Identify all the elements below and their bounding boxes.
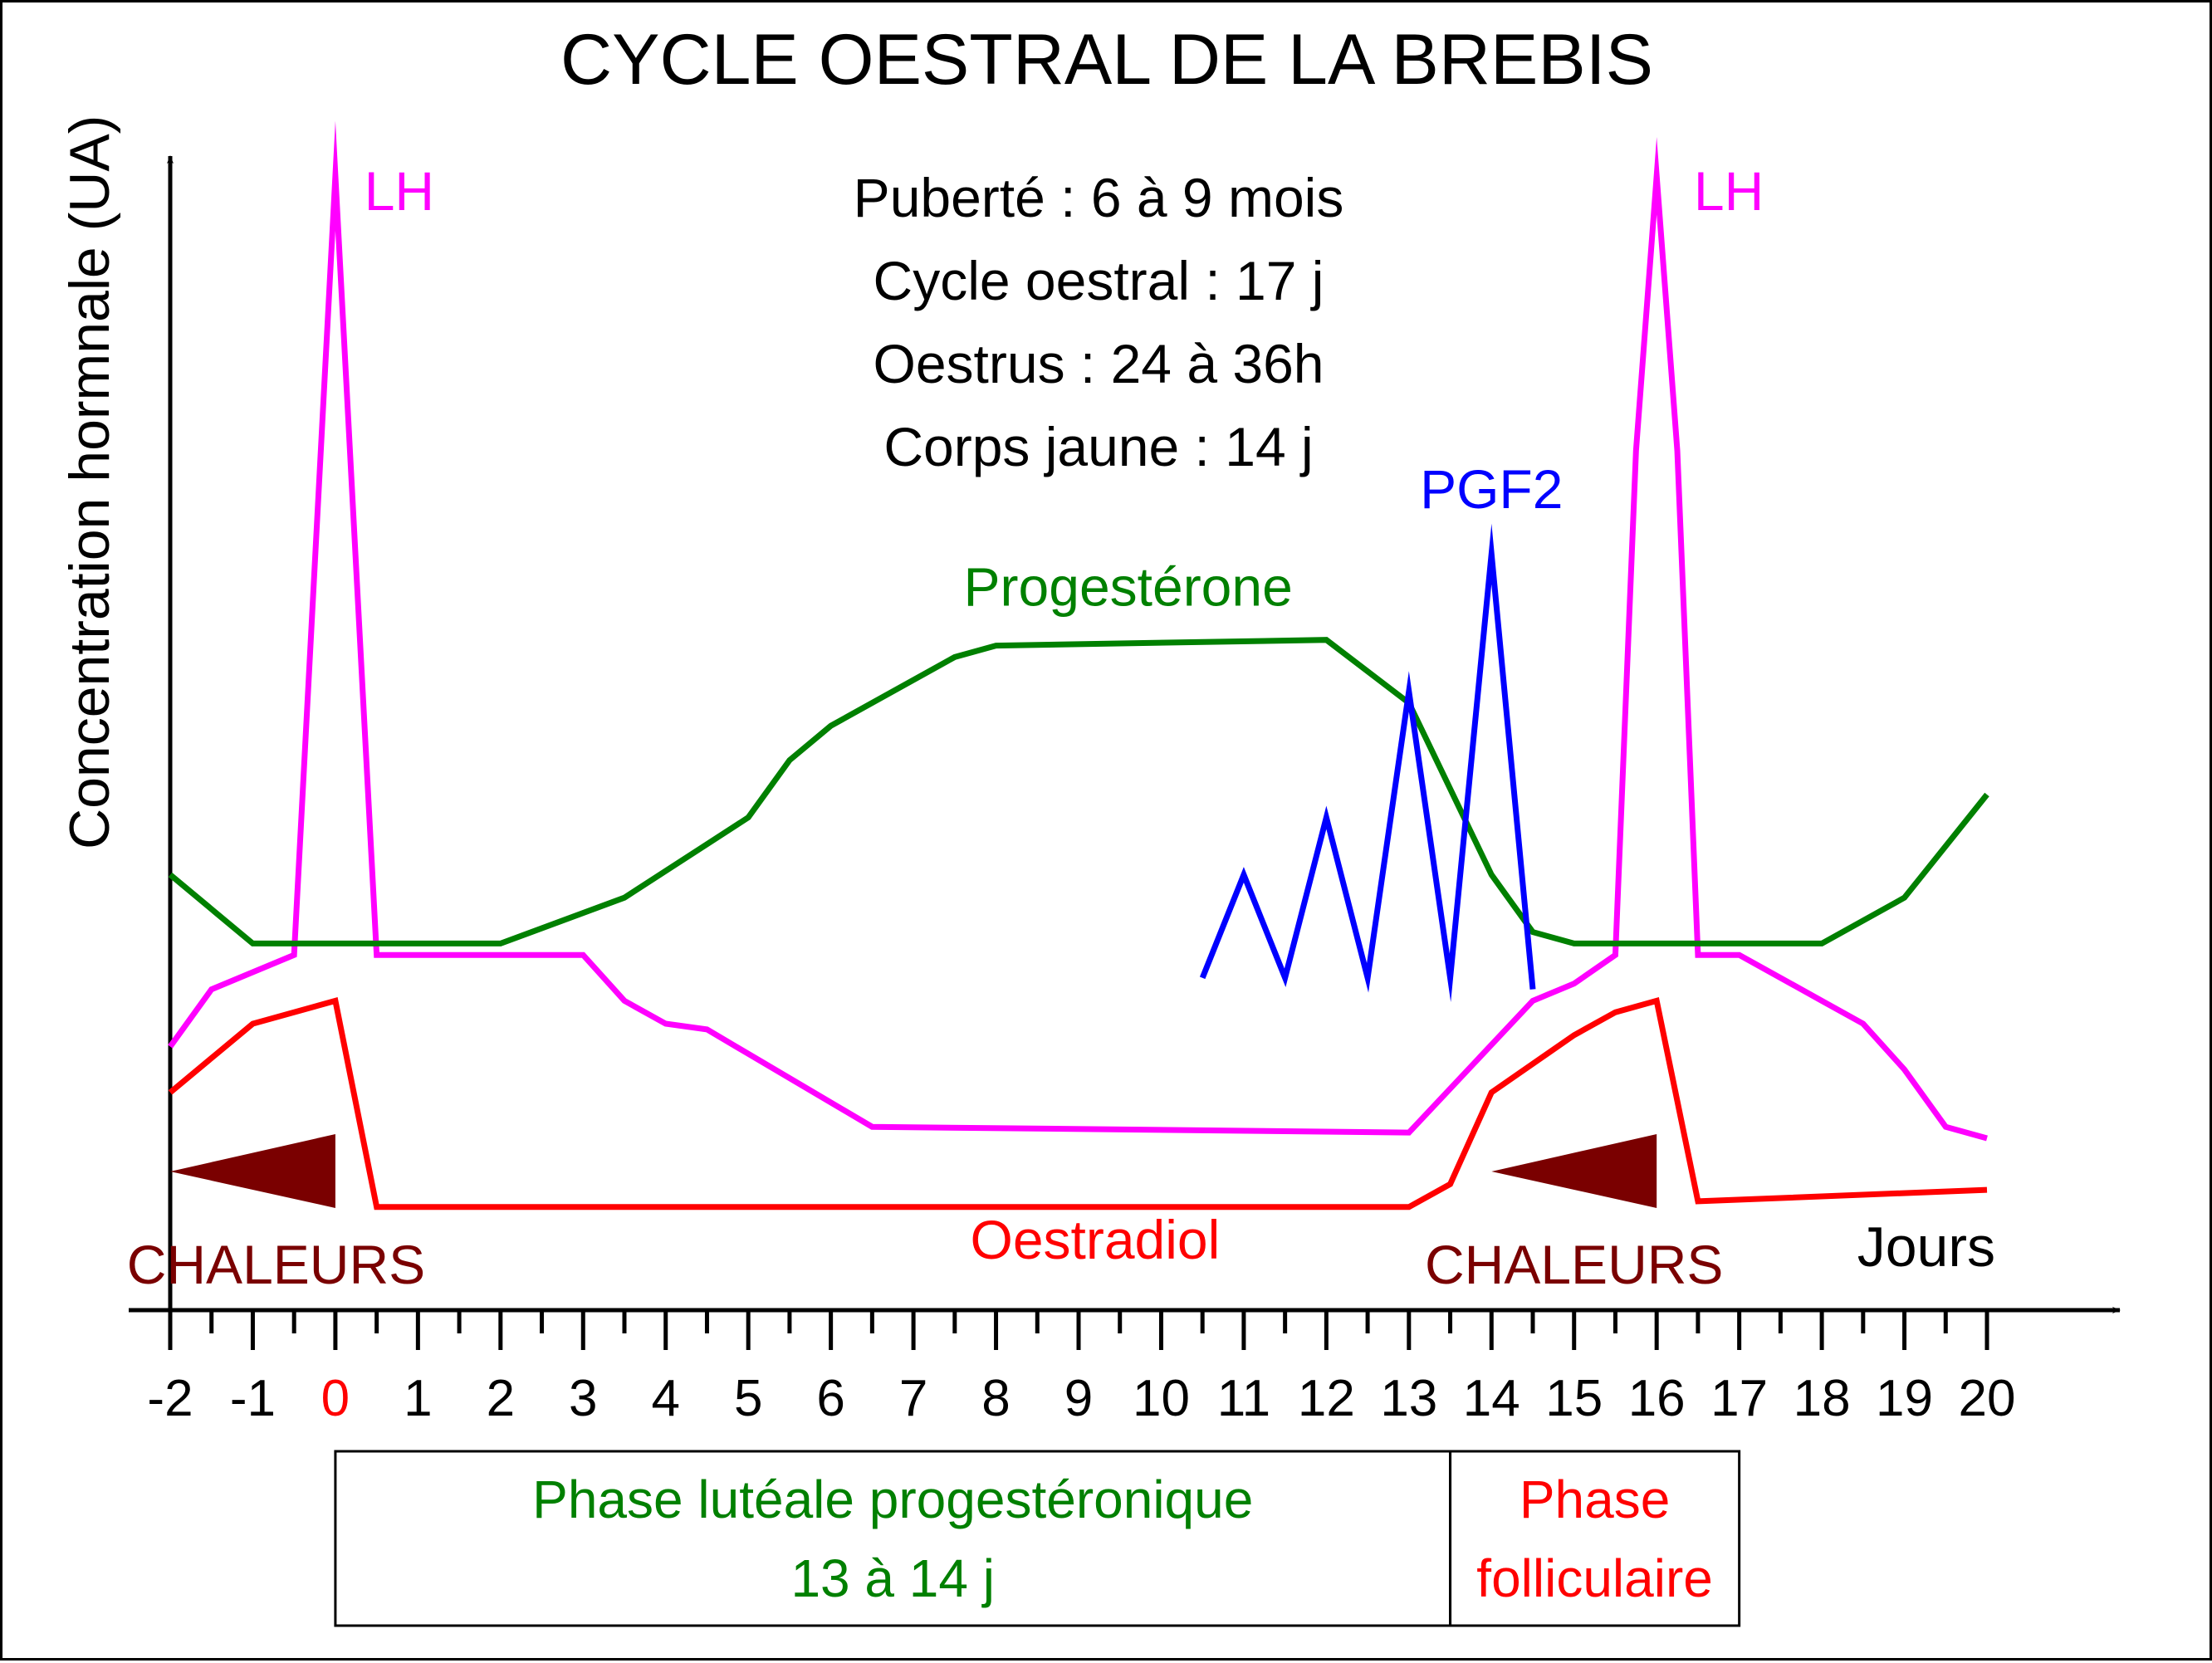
x-tick-label: -2 — [147, 1370, 193, 1427]
x-tick-label: 10 — [1133, 1370, 1190, 1427]
info-line-oestrus: Oestrus : 24 à 36h — [874, 333, 1324, 394]
heat-periods: CHALEURS CHALEURS — [127, 1134, 1723, 1295]
x-tick-label: 16 — [1628, 1370, 1686, 1427]
x-tick-label: 2 — [487, 1370, 515, 1427]
phase-label: folliculaire — [1476, 1548, 1713, 1608]
info-line-puberty: Puberté : 6 à 9 mois — [854, 167, 1344, 228]
x-tick-label: 7 — [899, 1370, 927, 1427]
series-labels: LH LH PGF2 Progestérone Oestradiol — [365, 160, 1764, 1270]
heat-label: CHALEURS — [127, 1234, 425, 1295]
x-axis-label: Jours — [1857, 1215, 1995, 1279]
series-label-progesterone: Progestérone — [964, 555, 1293, 617]
x-tick-labels: -2 -1 0 1 2 3 4 5 6 7 8 9 10 11 12 13 14 15 16 17 18 19 20 — [147, 1370, 2015, 1427]
heat-wedge — [170, 1134, 335, 1208]
x-tick-label: 6 — [816, 1370, 844, 1427]
series-label-lh: LH — [1694, 160, 1764, 222]
x-ticks — [168, 1310, 1989, 1350]
x-tick-label: 5 — [734, 1370, 762, 1427]
y-axis-label: Concentration hormnale (UA) — [58, 115, 121, 849]
phase-label: 13 à 14 j — [790, 1548, 995, 1608]
phase-label: Phase — [1520, 1470, 1670, 1529]
x-tick-label: 19 — [1876, 1370, 1933, 1427]
phase-cell-phase — [1449, 1450, 1741, 1627]
info-line-corpus-luteum: Corps jaune : 14 j — [883, 416, 1313, 477]
x-tick-label: 8 — [981, 1370, 1010, 1427]
x-tick-label: 1 — [404, 1370, 432, 1427]
x-tick-label: 11 — [1217, 1370, 1270, 1427]
series-label-oestradiol: Oestradiol — [970, 1209, 1220, 1270]
series-label-lh: LH — [365, 160, 434, 222]
x-tick-label: 4 — [651, 1370, 679, 1427]
heat-label: CHALEURS — [1425, 1234, 1723, 1295]
series-label-pgf2: PGF2 — [1420, 458, 1563, 520]
x-tick-label: 15 — [1545, 1370, 1603, 1427]
chart-title: CYCLE OESTRAL DE LA BREBIS — [560, 20, 1653, 100]
x-tick-label: 0 — [321, 1370, 350, 1427]
series-line-oestradiol — [168, 997, 1988, 1211]
x-tick-label: 9 — [1064, 1370, 1093, 1427]
series-line-progesterone — [168, 637, 1989, 946]
x-tick-label: 3 — [569, 1370, 597, 1427]
phase-table: Phase lutéale progestéronique 13 à 14 j Ph… — [334, 1450, 1741, 1627]
x-tick-label: 18 — [1794, 1370, 1851, 1427]
heat-wedge — [1491, 1134, 1657, 1208]
x-tick-label: 12 — [1298, 1370, 1355, 1427]
phase-label: Phase lutéale progestéronique — [532, 1470, 1253, 1529]
x-tick-label: 20 — [1959, 1370, 2016, 1427]
series-line-lh — [168, 120, 1988, 1142]
x-tick-label: 17 — [1710, 1370, 1768, 1427]
x-tick-label: 14 — [1463, 1370, 1520, 1427]
info-box: Puberté : 6 à 9 mois Cycle oestral : 17 … — [854, 167, 1344, 477]
x-tick-label: -1 — [230, 1370, 276, 1427]
hormone-series — [168, 120, 1989, 1211]
x-tick-label: 13 — [1380, 1370, 1437, 1427]
series-line-pgf2 — [1199, 523, 1536, 1003]
info-line-cycle: Cycle oestral : 17 j — [874, 250, 1324, 311]
